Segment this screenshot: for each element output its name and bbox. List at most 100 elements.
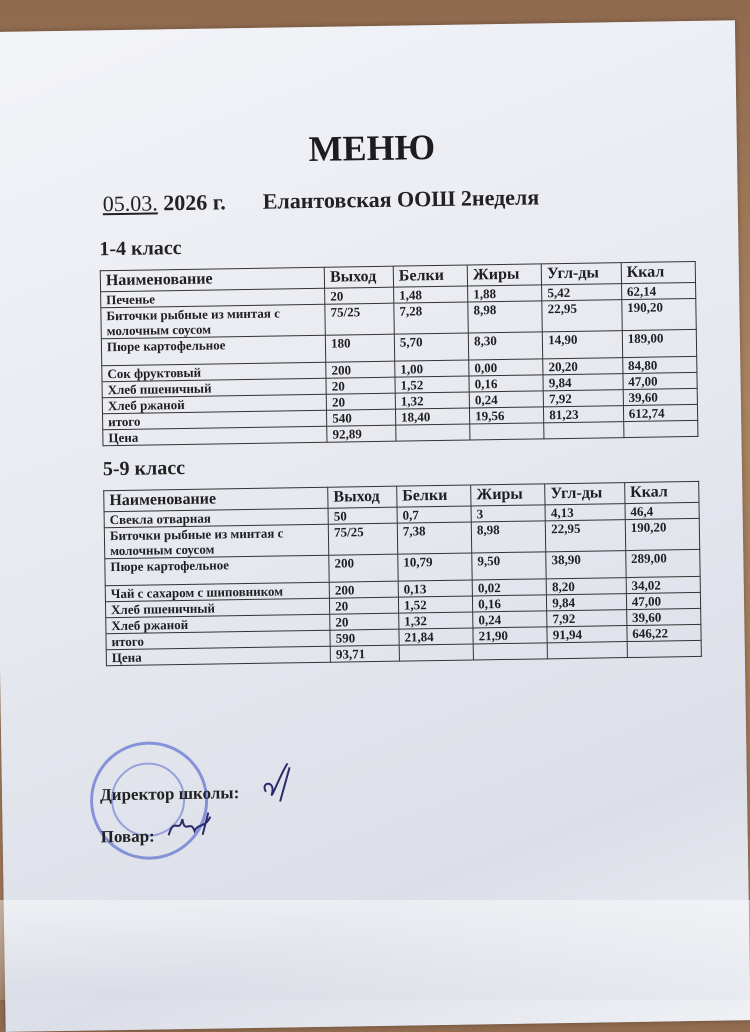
table-cell: 47,00 [626,592,701,610]
table-cell: 7,28 [393,302,469,335]
table-cell: 7,92 [546,609,627,627]
table-cell: 20 [326,377,396,395]
table-cell [543,421,624,439]
table-cell: 0,16 [472,594,547,612]
table-cell: 34,02 [625,576,701,594]
table-cell: 8,98 [467,300,543,334]
table-cell: 75/25 [328,523,398,556]
column-header: Угл-ды [541,262,622,285]
menu-table-5-9: Наименование Выход Белки Жиры Угл-ды Ккал Свек… [103,481,702,666]
table-cell: 8,20 [546,577,627,595]
table-cell: 1,52 [398,595,473,614]
signatures: Директор школы: Повар: [100,762,705,874]
column-header: Белки [396,485,472,508]
table-cell: 0,16 [469,374,544,393]
table-cell: 289,00 [625,549,701,578]
table-cell: 75/25 [324,303,395,336]
table-cell: 0,00 [468,358,544,377]
table-cell: 39,60 [626,608,701,626]
table-cell: 1,00 [394,360,470,378]
table-cell: 9,84 [546,593,627,611]
cook-signature [167,812,212,836]
table-cell: 9,84 [543,373,623,391]
table-cell: 590 [330,629,400,647]
table-cell: 21,84 [398,627,474,646]
table-cell: 20,20 [542,357,623,375]
table-cell: 22,95 [542,299,623,332]
table-cell: 4,13 [545,503,626,521]
table-cell: 14,90 [542,330,623,359]
table-cell: 190,20 [621,298,697,331]
table-cell: 10,79 [397,552,473,582]
table-cell [473,642,548,660]
table-cell: 91,94 [547,625,627,643]
table-cell: Пюре картофельное [104,555,330,586]
section-label-1-4: 1-4 класс [99,237,182,261]
table-cell: 1,32 [395,392,470,410]
table-cell [626,640,702,658]
page-title: МЕНЮ [308,127,436,170]
table-cell: 8,98 [471,520,546,553]
table-cell: 20 [326,393,396,411]
table-cell: 19,56 [469,406,544,425]
table-cell: 62,14 [621,282,696,300]
table-cell: Биточки рыбные из минтая с молочным соус… [104,524,329,559]
table-cell: 0,13 [398,579,473,598]
table-cell: 200 [329,581,399,599]
table-cell: 540 [326,409,396,427]
table-cell: Пюре картофельное [101,335,326,366]
table-cell: 189,00 [622,329,697,358]
table-cell: 190,20 [625,518,700,551]
table-cell: 200 [328,554,399,583]
table-cell: 22,95 [545,519,626,552]
column-header: Выход [327,486,397,509]
section-label-5-9: 5-9 класс [102,456,186,481]
table-cell: 1,48 [393,286,468,304]
menu-table-1-4: Наименование Выход Белки Жиры Угл-ды Ккал Пече… [100,261,699,446]
menu-content: 1-4 класс Наименование Выход Белки Жиры Угл-… [99,227,705,874]
table-cell: 46,4 [624,502,700,520]
school-name: Елантовская ООШ [262,185,456,214]
table-cell [623,420,698,438]
column-header: Угл-ды [544,482,625,505]
week: 2неделя [460,184,540,211]
date: 05.03. [102,190,158,217]
column-header: Ккал [620,261,696,284]
table-cell: 0,24 [472,610,548,628]
director-signature [263,762,291,802]
table-cell: 7,92 [543,389,624,407]
column-header: Жиры [470,483,546,507]
table-cell: 0,24 [469,390,544,409]
column-header: Белки [393,265,468,288]
table-cell: 612,74 [623,404,698,422]
date-line: 05.03. 2026 г. Елантовская ООШ 2неделя [102,183,540,218]
table-cell: 0,02 [472,578,547,596]
menu-sheet: МЕНЮ 05.03. 2026 г. Елантовская ООШ 2нед… [0,20,750,1032]
column-header: Жиры [467,263,542,287]
table-cell [399,643,474,662]
table-cell: 92,89 [326,425,396,443]
table-cell: 1,32 [398,611,474,630]
table-cell: 84,80 [622,356,697,374]
table-cell: 20 [329,597,399,615]
table-cell: 8,30 [468,331,543,361]
table-cell: Цена [106,646,331,666]
table-cell: 180 [325,334,395,363]
table-cell: 1,88 [467,284,543,303]
table-cell: 0,7 [396,506,472,524]
director-label: Директор школы: [99,783,240,805]
table-cell: 47,00 [622,372,698,390]
table-cell: 3 [471,504,546,522]
table-cell: 7,38 [397,521,472,555]
table-cell: 5,42 [541,283,622,301]
table-cell: 18,40 [395,408,470,426]
year: 2026 г. [163,189,226,216]
table-cell: 50 [328,507,398,525]
column-header: Выход [324,266,394,289]
table-cell: 81,23 [543,405,624,423]
table-cell: 200 [325,361,395,379]
table-cell: 39,60 [622,388,698,406]
table-cell: 21,90 [473,626,548,644]
table-cell: Цена [102,426,328,446]
table-cell: 646,22 [626,624,702,642]
